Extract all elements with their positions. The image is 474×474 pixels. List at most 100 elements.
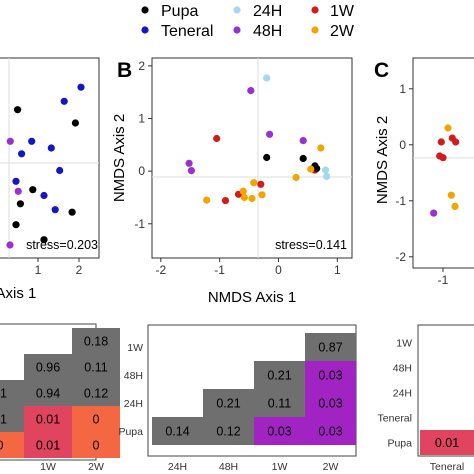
panel-c-points <box>430 124 460 217</box>
panel-c-ticks: -1 -2 -1 0 1 <box>395 82 448 287</box>
panel-c-point-2w-6 <box>444 124 452 132</box>
panel-c-point-1w-5 <box>448 134 456 142</box>
panel-c-frame <box>412 57 474 269</box>
panel-a-cell-0-2 <box>72 328 120 354</box>
panel-b-xlabel: NMDS Axis 1 <box>208 289 296 306</box>
panel-b-cell-value-1-3: 0.03 <box>318 369 342 383</box>
panel-b-point-48h-5 <box>185 159 193 167</box>
panel-a: stress=0.203 1 2 NMDS Axis 1 <box>0 57 100 302</box>
panel-a-cell-2-2 <box>72 380 120 406</box>
panel-b-point-24h-2 <box>321 166 330 174</box>
legend-item-24h: 24H <box>233 3 282 20</box>
panel-b-cell-value-3-1: 0.12 <box>216 425 240 439</box>
panel-a-point-pupa-12 <box>12 221 20 229</box>
panel-a-xlabel: NMDS Axis 1 <box>0 285 36 302</box>
panel-a-point-teneral-0 <box>77 83 85 91</box>
panel-b-cell-value-3-3: 0.03 <box>318 425 342 439</box>
panel-b-row-label-1: 48H <box>124 370 143 382</box>
panel-a-cell-value-3-0: 01 <box>0 413 7 427</box>
panel-c-row-label-3: Teneral <box>378 413 412 425</box>
panel-b-point-48h-4 <box>266 130 274 138</box>
legend-label-24h: 24H <box>253 3 282 20</box>
panel-b-ytick-2: 1 <box>138 112 145 126</box>
panel-a-cell-value-0-2: 0.18 <box>84 335 108 349</box>
panel-b-point-pupa-16 <box>313 164 321 173</box>
panel-b-col-label-3: 2W <box>323 461 339 473</box>
panel-a-point-teneral-5 <box>18 150 26 158</box>
panel-b-point-1w-8 <box>213 134 221 143</box>
panel-a-points <box>6 83 85 244</box>
panel-a-point-teneral-4 <box>28 137 36 145</box>
panel-a-cell-3-1 <box>24 406 72 432</box>
panel-a-point-pupa-14 <box>29 186 37 194</box>
panel-b-point-1w-11 <box>221 197 230 205</box>
panel-b-point-2w-20 <box>250 179 258 187</box>
panel-a-point-pupa-11 <box>40 236 48 244</box>
panel-a-cell-1-2 <box>72 354 120 380</box>
panel-c-ylabel: NMDS Axis 2 <box>374 116 391 204</box>
panel-a-point-teneral-2 <box>47 144 55 152</box>
panel-a-point-teneral-7 <box>12 177 20 185</box>
panel-b-cell-1-3 <box>305 361 356 389</box>
panel-a-stress-label: stress=0.203 <box>26 238 98 252</box>
panel-a-cell-value-4-2: 0 <box>93 439 100 453</box>
panel-b-point-2w-25 <box>203 196 211 204</box>
panel-c-table: 0.011W48H24HTeneralPupaTeneral24H <box>378 324 474 473</box>
panel-c-point-48h-0 <box>430 209 438 217</box>
panel-a-cell-2-1 <box>24 380 72 406</box>
panel-a-cell-value-2-0: 91 <box>0 387 7 401</box>
panel-a-cell-3-2 <box>72 406 120 432</box>
legend-marker-24h <box>233 6 241 14</box>
panel-a-table: 0.18 0.96 0.11 91 0.94 0.12 01 0.01 0 0 0.01 0 1W 2W <box>0 323 120 473</box>
panel-b-stress-label: stress=0.141 <box>275 238 347 252</box>
panel-b-point-2w-22 <box>240 193 248 202</box>
panel-c-point-2w-7 <box>447 191 455 199</box>
legend-item-teneral: Teneral <box>141 23 213 40</box>
panel-c-point-1w-1 <box>437 138 445 146</box>
panel-a-point-teneral-3 <box>56 166 64 175</box>
panel-b-ytick-3: 2 <box>138 59 145 73</box>
panel-c-xtick-0: -1 <box>438 273 449 287</box>
panel-a-cell-3-0 <box>0 406 24 432</box>
panel-a-point-48h-16 <box>6 137 14 145</box>
panel-c-row-label-1: 48H <box>393 363 412 375</box>
legend-label-teneral: Teneral <box>161 23 213 40</box>
panel-b-cell-2-2 <box>254 389 305 417</box>
panel-a-cell-4-2 <box>72 432 120 458</box>
legend-marker-2w <box>311 26 319 34</box>
panel-b-point-2w-19 <box>292 173 300 182</box>
panel-c-row-label-4: Pupa <box>387 438 412 450</box>
panel-a-point-teneral-8 <box>51 206 59 214</box>
panel-b-cell-3-0 <box>152 417 203 445</box>
panel-a-cell-value-2-1: 0.94 <box>36 387 60 401</box>
panel-a-cell-4-1 <box>24 432 72 458</box>
panel-a-col-label-2: 2W <box>88 461 104 473</box>
panel-b-cell-3-2 <box>254 417 305 445</box>
panel-b-cell-value-1-2: 0.21 <box>267 369 291 383</box>
panel-b-point-48h-3 <box>247 87 255 95</box>
panel-a-point-pupa-15 <box>14 106 22 114</box>
panel-b-row-label-2: 24H <box>124 398 143 410</box>
panel-b: B stress=0.141 -2 -1 0 1 -1 0 1 2 NMDS Axis 1 N… <box>111 57 353 306</box>
panel-b-point-pupa-14 <box>299 154 307 163</box>
panel-b-points <box>185 74 331 205</box>
panel-b-point-2w-24 <box>248 194 256 203</box>
panel-a-stress-marker <box>6 241 14 249</box>
panel-b-cell-value-3-0: 0.14 <box>165 425 189 439</box>
panel-a-point-pupa-9 <box>71 119 79 127</box>
panel-a-point-teneral-1 <box>60 97 68 105</box>
panel-b-cell-2-3 <box>305 389 356 417</box>
panel-a-xtick-2: 2 <box>76 263 83 277</box>
legend-label-48h: 48H <box>253 23 282 40</box>
panel-c-ytick-0: -2 <box>395 250 406 264</box>
panel-a-frame <box>0 57 100 259</box>
panel-b-frame <box>151 57 353 259</box>
panel-a-cell-value-4-0: 0 <box>0 439 4 453</box>
panel-b-col-label-0: 24H <box>168 461 187 473</box>
legend-label-1w: 1W <box>330 3 355 20</box>
panel-c-table-frame <box>417 324 474 457</box>
legend-item-2w: 2W <box>311 23 355 40</box>
panel-b-point-pupa-13 <box>263 153 271 162</box>
panel-b-cell-3-3 <box>305 417 356 445</box>
